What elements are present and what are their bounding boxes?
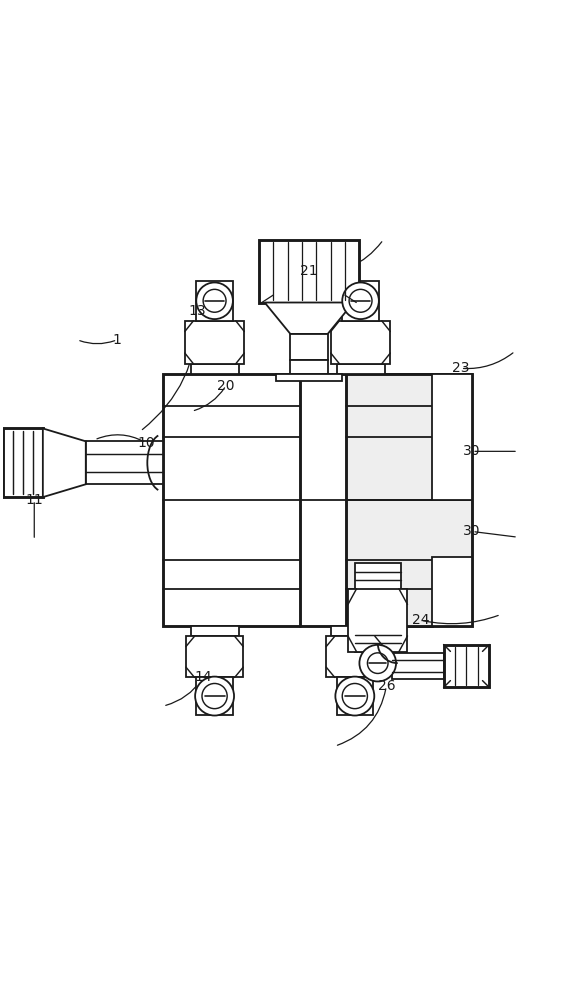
Text: 10: 10 — [137, 436, 155, 450]
Bar — [346, 374, 472, 626]
Text: 13: 13 — [188, 304, 206, 318]
Bar — [3, 428, 43, 497]
Circle shape — [335, 677, 375, 716]
Polygon shape — [43, 428, 86, 497]
Bar — [290, 360, 328, 374]
Bar — [342, 281, 379, 321]
Circle shape — [203, 289, 226, 312]
Text: 24: 24 — [412, 613, 429, 627]
Text: 30: 30 — [464, 524, 481, 538]
Circle shape — [202, 683, 227, 709]
Bar — [86, 441, 163, 484]
Text: 14: 14 — [194, 670, 212, 684]
Bar — [191, 364, 239, 374]
Bar — [290, 334, 328, 360]
Bar — [432, 374, 472, 500]
Bar — [331, 321, 390, 364]
Text: 20: 20 — [217, 379, 235, 393]
Bar — [326, 636, 383, 677]
Text: 30: 30 — [464, 444, 481, 458]
Circle shape — [368, 653, 388, 673]
Bar — [331, 626, 379, 636]
Polygon shape — [265, 303, 353, 334]
Bar — [186, 636, 243, 677]
Bar — [432, 557, 472, 626]
Bar — [348, 589, 407, 652]
Bar — [336, 364, 384, 374]
Text: 11: 11 — [25, 493, 43, 507]
Bar — [336, 677, 373, 715]
Circle shape — [195, 677, 234, 716]
Text: 1: 1 — [113, 333, 122, 347]
Bar — [197, 281, 233, 321]
Circle shape — [342, 683, 368, 709]
Text: 21: 21 — [300, 264, 318, 278]
Bar — [276, 374, 342, 381]
Bar — [197, 677, 233, 715]
Circle shape — [197, 282, 233, 319]
Bar — [392, 653, 443, 679]
Bar — [259, 240, 359, 303]
Circle shape — [349, 289, 372, 312]
Circle shape — [360, 645, 396, 681]
Bar — [443, 645, 490, 687]
Bar — [185, 321, 244, 364]
Bar — [191, 626, 239, 636]
Bar — [163, 374, 432, 626]
Bar — [355, 563, 401, 652]
Text: 23: 23 — [452, 361, 469, 375]
Circle shape — [342, 282, 379, 319]
Text: 26: 26 — [377, 679, 395, 693]
